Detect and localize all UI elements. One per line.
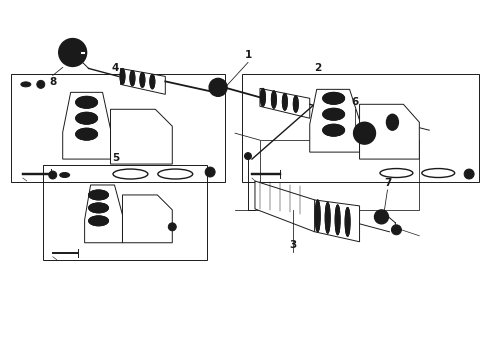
Ellipse shape <box>464 169 474 179</box>
Ellipse shape <box>294 96 298 112</box>
Ellipse shape <box>358 127 371 140</box>
Ellipse shape <box>150 75 155 89</box>
Ellipse shape <box>140 72 145 87</box>
Ellipse shape <box>64 44 82 62</box>
Ellipse shape <box>60 172 70 177</box>
Polygon shape <box>315 200 360 242</box>
Bar <box>43 165 207 260</box>
Ellipse shape <box>282 93 287 110</box>
Ellipse shape <box>245 153 251 159</box>
Ellipse shape <box>89 216 108 226</box>
Ellipse shape <box>213 82 223 92</box>
Polygon shape <box>365 122 399 144</box>
Ellipse shape <box>377 213 386 221</box>
Bar <box>11 75 225 182</box>
Polygon shape <box>80 50 85 54</box>
Polygon shape <box>260 88 310 118</box>
Ellipse shape <box>75 112 98 124</box>
Ellipse shape <box>374 210 389 224</box>
Ellipse shape <box>59 39 87 67</box>
Text: 2: 2 <box>314 63 321 73</box>
Ellipse shape <box>89 190 108 200</box>
Ellipse shape <box>392 225 401 235</box>
Text: 5: 5 <box>112 153 119 163</box>
Ellipse shape <box>271 91 276 108</box>
Ellipse shape <box>205 167 215 177</box>
Text: 7: 7 <box>384 178 391 188</box>
Ellipse shape <box>335 205 340 235</box>
Ellipse shape <box>323 92 344 104</box>
Ellipse shape <box>37 80 45 88</box>
Ellipse shape <box>323 124 344 136</box>
Text: 6: 6 <box>351 97 358 107</box>
Ellipse shape <box>325 202 330 233</box>
Ellipse shape <box>75 96 98 108</box>
Polygon shape <box>111 109 172 164</box>
Polygon shape <box>85 185 122 243</box>
Ellipse shape <box>209 78 227 96</box>
Ellipse shape <box>21 82 31 87</box>
Polygon shape <box>121 68 165 94</box>
Ellipse shape <box>89 203 108 213</box>
Text: 8: 8 <box>49 77 56 87</box>
Ellipse shape <box>51 173 55 177</box>
Ellipse shape <box>168 223 176 231</box>
Polygon shape <box>122 195 172 243</box>
Text: 3: 3 <box>289 240 296 250</box>
Ellipse shape <box>261 88 266 106</box>
Ellipse shape <box>354 122 375 144</box>
Polygon shape <box>255 181 315 232</box>
Ellipse shape <box>130 71 135 86</box>
Ellipse shape <box>75 128 98 140</box>
Ellipse shape <box>120 68 125 84</box>
Polygon shape <box>360 104 419 159</box>
Text: 4: 4 <box>112 63 119 73</box>
Polygon shape <box>63 92 111 159</box>
Ellipse shape <box>39 82 43 86</box>
Ellipse shape <box>387 114 398 130</box>
Ellipse shape <box>208 170 213 175</box>
Ellipse shape <box>315 200 320 232</box>
Ellipse shape <box>345 207 350 236</box>
Ellipse shape <box>49 171 57 179</box>
Text: 1: 1 <box>245 50 251 60</box>
Ellipse shape <box>466 171 471 176</box>
Polygon shape <box>310 89 360 152</box>
Ellipse shape <box>323 108 344 120</box>
Bar <box>242 75 479 182</box>
